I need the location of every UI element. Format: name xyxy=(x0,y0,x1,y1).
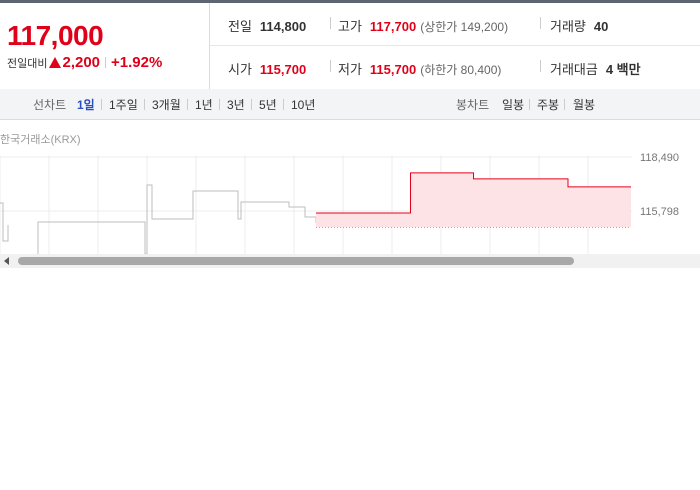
change-label: 전일대비 xyxy=(7,58,48,70)
upper-limit: (상한가 149,200) xyxy=(420,20,508,34)
paren-close: ) xyxy=(497,63,502,77)
divider xyxy=(251,99,252,110)
high-value: 117,700 xyxy=(369,19,417,34)
tab-1w[interactable]: 1주일 xyxy=(109,98,138,112)
history-line xyxy=(0,184,317,254)
lower-limit-label: (하한가 xyxy=(420,63,458,77)
divider xyxy=(105,57,107,68)
low-cell: 저가 115,700 (하한가 80,400) xyxy=(338,59,501,78)
tab-weekly[interactable]: 주봉 xyxy=(537,98,560,112)
tab-daily[interactable]: 일봉 xyxy=(502,98,525,112)
tab-3y[interactable]: 3년 xyxy=(227,98,245,112)
open-value: 115,700 xyxy=(259,62,307,77)
volume-cell: 거래량 40 xyxy=(550,16,608,35)
tab-5y[interactable]: 5년 xyxy=(259,98,277,112)
divider xyxy=(219,99,220,110)
divider xyxy=(330,60,331,72)
series-area xyxy=(316,172,631,228)
chart-scrollbar[interactable] xyxy=(0,254,700,268)
y-tick-label: 115,798 xyxy=(640,206,679,218)
up-triangle-icon xyxy=(49,57,62,68)
tab-1y[interactable]: 1년 xyxy=(195,98,213,112)
high-label: 고가 xyxy=(338,19,362,34)
prev-close-cell: 전일 114,800 xyxy=(228,16,306,35)
divider xyxy=(330,17,331,29)
lower-limit-value: 80,400 xyxy=(460,63,498,77)
volume-label: 거래량 xyxy=(550,19,586,34)
trade-value-label: 거래대금 xyxy=(550,62,598,77)
change-percent: +1.92% xyxy=(111,54,163,71)
tab-3m[interactable]: 3개월 xyxy=(152,98,181,112)
trade-value: 4 백만 xyxy=(605,62,641,77)
paren-close: ) xyxy=(504,20,509,34)
top-border xyxy=(0,0,700,3)
upper-limit-label: (상한가 xyxy=(420,20,458,34)
volume-value: 40 xyxy=(593,19,609,34)
chart-tab-bar: 선차트 1일 1주일 3개월 1년 3년 5년 10년 봉차트 일봉 주봉 월봉 xyxy=(0,89,700,120)
divider xyxy=(210,45,700,46)
divider xyxy=(529,99,530,110)
current-price: 117,000 xyxy=(7,20,104,51)
low-label: 저가 xyxy=(338,62,362,77)
candle-chart-label: 봉차트 xyxy=(456,98,490,112)
tab-1d[interactable]: 1일 xyxy=(77,98,95,112)
divider xyxy=(101,99,102,110)
divider xyxy=(540,60,541,72)
divider xyxy=(283,99,284,110)
divider xyxy=(540,17,541,29)
high-cell: 고가 117,700 (상한가 149,200) xyxy=(338,16,508,35)
tab-10y[interactable]: 10년 xyxy=(291,98,316,112)
prev-close-value: 114,800 xyxy=(259,19,307,34)
price-change: 전일대비 2,200 +1.92% xyxy=(7,54,162,71)
data-source: 한국거래소(KRX) xyxy=(0,134,81,146)
line-chart-label: 선차트 xyxy=(33,98,67,112)
open-cell: 시가 115,700 xyxy=(228,59,306,78)
lower-limit: (하한가 80,400) xyxy=(420,63,501,77)
divider xyxy=(187,99,188,110)
prev-close-label: 전일 xyxy=(228,19,252,34)
upper-limit-value: 149,200 xyxy=(460,20,505,34)
divider xyxy=(209,3,210,89)
series-line xyxy=(316,172,631,214)
low-value: 115,700 xyxy=(369,62,417,77)
divider xyxy=(564,99,565,110)
trade-value-cell: 거래대금 4 백만 xyxy=(550,59,641,78)
scroll-left-icon[interactable] xyxy=(4,257,9,265)
change-value: 2,200 xyxy=(62,54,101,71)
divider xyxy=(144,99,145,110)
scroll-thumb[interactable] xyxy=(18,257,574,265)
y-tick-label: 118,490 xyxy=(640,152,679,164)
open-label: 시가 xyxy=(228,62,252,77)
tab-monthly[interactable]: 월봉 xyxy=(573,98,596,112)
